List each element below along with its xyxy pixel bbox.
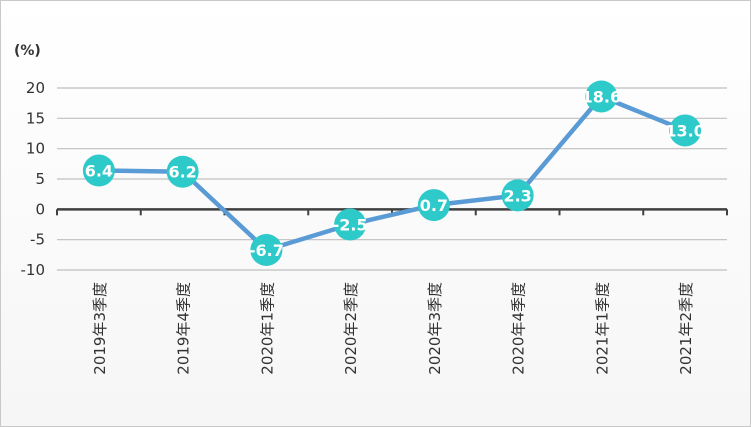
data-label: 13.0 (665, 121, 704, 140)
data-label: 0.7 (420, 196, 448, 215)
data-label: 2.3 (503, 186, 531, 205)
data-point-marker (417, 189, 450, 222)
x-category-label: 2020年4季度 (510, 282, 528, 375)
data-point-marker (585, 80, 618, 113)
data-point-marker (669, 114, 702, 147)
y-tick-label: 10 (26, 140, 45, 158)
data-label: -2.5 (333, 216, 368, 235)
data-label: 6.4 (85, 162, 113, 181)
y-tick-label: 15 (26, 109, 45, 127)
x-category-label: 2021年2季度 (677, 282, 695, 375)
y-tick-label: 0 (35, 200, 45, 218)
data-label: -6.7 (249, 241, 284, 260)
x-category-label: 2019年3季度 (91, 282, 109, 375)
data-point-marker (166, 155, 199, 188)
data-label: 18.6 (582, 87, 621, 106)
x-category-label: 2020年3季度 (426, 282, 444, 375)
x-category-label: 2021年1季度 (593, 282, 611, 375)
y-tick-label: -5 (30, 231, 45, 249)
x-category-label: 2020年1季度 (258, 282, 276, 375)
data-point-marker (82, 154, 115, 187)
x-category-label: 2020年2季度 (342, 282, 360, 375)
data-label: 6.2 (168, 163, 196, 182)
y-tick-label: -10 (21, 261, 46, 279)
y-tick-label: 5 (35, 170, 45, 188)
y-tick-label: 20 (26, 79, 45, 97)
data-point-marker (501, 179, 534, 212)
data-point-marker (334, 208, 367, 241)
y-axis-unit-label: (%) (14, 43, 41, 59)
data-point-marker (250, 233, 283, 266)
series-line (96, 94, 688, 253)
x-category-label: 2019年4季度 (175, 282, 193, 375)
